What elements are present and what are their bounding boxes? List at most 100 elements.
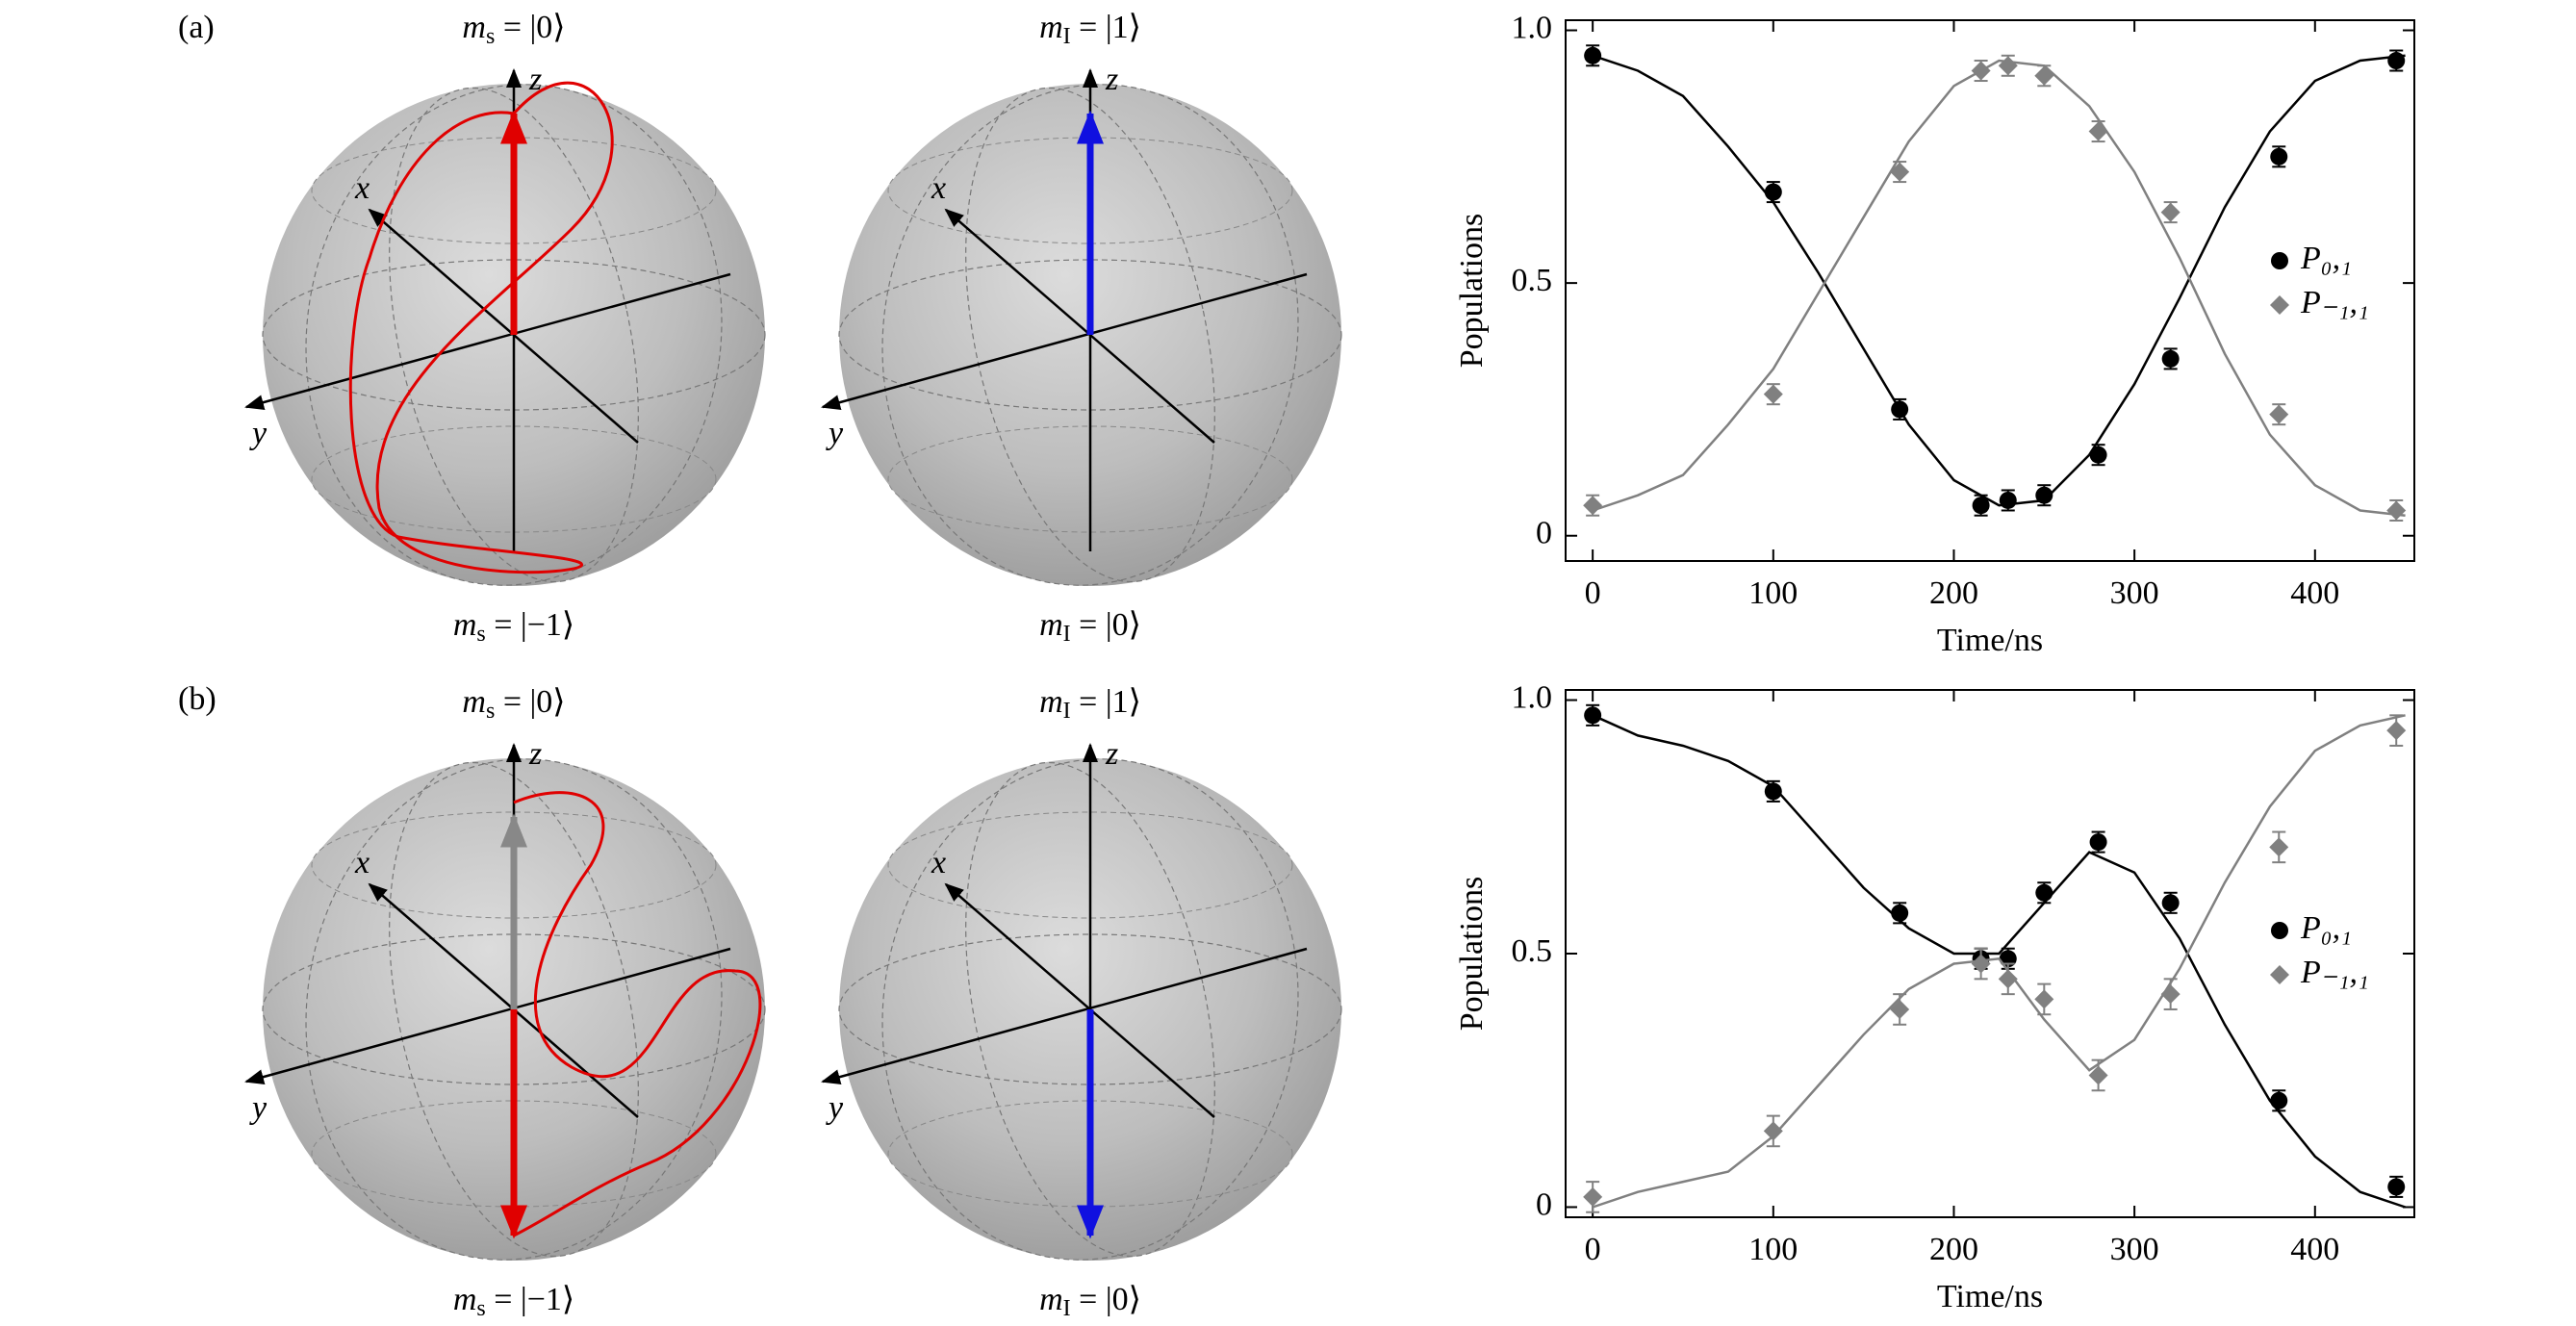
legend-marker: [2270, 295, 2289, 315]
latitude: [887, 137, 1293, 244]
subscript: I: [1063, 1296, 1071, 1321]
subscript: s: [486, 699, 495, 724]
legend-marker: [2270, 965, 2289, 984]
meridian: [881, 758, 1299, 1261]
ket: = |1⟩: [1071, 10, 1141, 45]
x-tick-label: 200: [1929, 575, 1978, 611]
data-point: [1971, 61, 1991, 81]
data-point: [1584, 46, 1602, 64]
axis-letter: z: [1105, 736, 1118, 772]
ket: = |0⟩: [1071, 607, 1141, 643]
ket: = |0⟩: [495, 684, 565, 720]
trajectory: [348, 81, 614, 574]
x-tick-label: 200: [1929, 1232, 1978, 1267]
latitude: [311, 811, 717, 919]
axis-letter: y: [826, 1090, 844, 1126]
data-point: [2269, 404, 2289, 424]
data-point: [1998, 56, 2018, 76]
data-point: [2269, 837, 2289, 857]
legend-marker: [2271, 922, 2288, 939]
plot-frame: [1565, 19, 2415, 562]
symbol: m: [462, 10, 486, 45]
y-tick-label: 1.0: [1512, 10, 1553, 45]
x-tick-label: 0: [1585, 575, 1601, 611]
data-point: [1971, 954, 1991, 974]
legend-label: P₋₁,₁: [2300, 285, 2369, 320]
symbol: m: [1039, 10, 1063, 45]
x-axis: [944, 882, 1215, 1118]
symbol: m: [453, 607, 477, 643]
y-tick-label: 0: [1536, 1186, 1552, 1222]
x-tick-label: 300: [2110, 575, 2159, 611]
symbol: m: [453, 1282, 477, 1317]
state-label: mI = |1⟩: [1039, 684, 1141, 724]
trajectory: [513, 791, 762, 1237]
latitude: [887, 1100, 1293, 1208]
fit-curve: [1592, 59, 2406, 517]
subscript: s: [486, 24, 495, 49]
data-point: [1584, 706, 1602, 725]
data-point: [1890, 162, 1910, 182]
y-axis: [244, 947, 731, 1084]
data-point: [2387, 52, 2406, 70]
subscript: I: [1063, 699, 1071, 724]
bloch-sphere: x y z: [821, 62, 1342, 586]
latitude: [311, 137, 717, 244]
data-point: [2034, 989, 2054, 1009]
data-point: [1763, 1121, 1783, 1141]
data-point: [1763, 384, 1783, 404]
axis-letter: x: [931, 845, 946, 880]
y-axis-label: Populations: [1454, 214, 1490, 369]
bloch-sphere: x y z: [244, 62, 766, 586]
y-axis: [244, 272, 731, 410]
data-point: [2035, 883, 2053, 902]
fit-curve: [1592, 714, 2406, 1209]
legend-label: P₀,₁: [2300, 241, 2352, 276]
y-tick-label: 0: [1536, 516, 1552, 551]
data-point: [1890, 999, 1910, 1019]
axis-letter: x: [931, 170, 946, 206]
data-point: [2161, 894, 2180, 912]
data-point: [2161, 349, 2180, 368]
data-point: [2160, 984, 2181, 1005]
ket: = |−1⟩: [486, 607, 574, 643]
y-tick-label: 0.5: [1512, 933, 1553, 969]
axis-letter: z: [528, 62, 542, 97]
legend-label: P₀,₁: [2300, 910, 2352, 946]
x-tick-label: 400: [2290, 1232, 2339, 1267]
data-point: [2387, 1178, 2406, 1196]
data-point: [2270, 147, 2288, 166]
x-tick-label: 300: [2110, 1232, 2159, 1267]
x-axis-label: Time/ns: [1937, 1279, 2043, 1314]
ket: = |0⟩: [1071, 1282, 1141, 1317]
data-point: [1972, 497, 1990, 515]
symbol: m: [1039, 607, 1063, 643]
data-point: [1764, 782, 1782, 801]
data-point: [2160, 202, 2181, 222]
x-axis: [368, 882, 639, 1118]
data-point: [2035, 486, 2053, 504]
x-axis-label: Time/ns: [1937, 623, 2043, 658]
data-point: [2386, 721, 2407, 741]
axis-letter: y: [826, 416, 844, 451]
y-axis: [821, 272, 1308, 410]
y-tick-label: 1.0: [1512, 679, 1553, 715]
data-point: [2089, 446, 2107, 464]
axis-letter: y: [249, 416, 268, 451]
panel-label: (a): [178, 10, 215, 45]
latitude: [887, 425, 1293, 533]
state-label: mI = |0⟩: [1039, 607, 1141, 647]
axis-letter: z: [1105, 62, 1118, 97]
symbol: m: [1039, 684, 1063, 720]
state-label: ms = |0⟩: [462, 684, 565, 724]
latitude: [887, 811, 1293, 919]
data-point: [1764, 183, 1782, 201]
subscript: I: [1063, 24, 1071, 49]
data-point: [1998, 969, 2018, 989]
data-point: [1891, 400, 1909, 419]
fit-curve: [1592, 54, 2406, 507]
legend-marker: [2271, 252, 2288, 269]
symbol: m: [462, 684, 486, 720]
subscript: s: [476, 1296, 485, 1321]
